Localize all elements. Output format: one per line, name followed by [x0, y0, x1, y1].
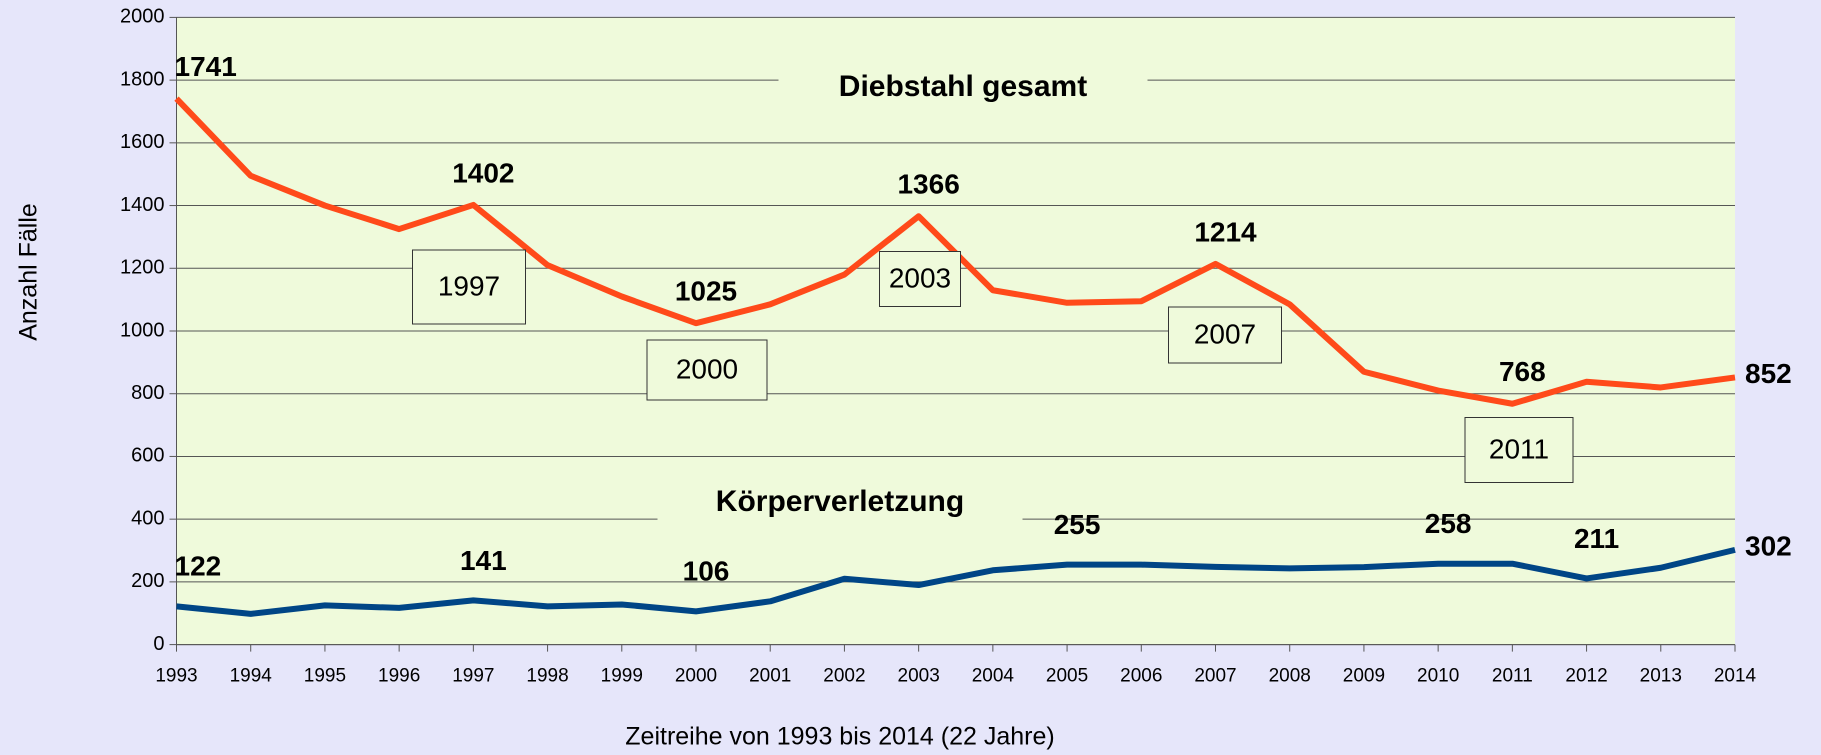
annotation-box [412, 249, 526, 325]
x-tick-label: 2014 [1714, 666, 1757, 687]
annotation-box [879, 251, 961, 307]
x-tick-label: 2002 [823, 666, 865, 687]
x-tick-label: 2012 [1565, 666, 1607, 687]
x-tick-label: 1999 [601, 666, 643, 687]
y-tick-label: 1400 [120, 194, 165, 216]
data-label: 1214 [1194, 216, 1257, 247]
annotation-box [1168, 306, 1282, 364]
y-tick-label: 0 [153, 633, 164, 655]
annotation: 2000 [676, 353, 738, 384]
data-label: 1741 [175, 51, 237, 82]
y-tick-label: 800 [131, 382, 164, 404]
x-tick-label: 2006 [1120, 666, 1162, 687]
y-axis-title: Anzahl Fälle [15, 203, 43, 341]
series-line [176, 546, 1736, 617]
x-tick-label: 2013 [1640, 666, 1682, 687]
annotation: 1997 [438, 270, 500, 301]
x-tick-label: 2001 [749, 666, 791, 687]
x-tick-label: 2009 [1343, 666, 1385, 687]
data-label: 258 [1425, 508, 1472, 539]
x-tick-label: 2005 [1046, 666, 1088, 687]
data-label: 122 [175, 551, 222, 582]
x-axis-title: Zeitreihe von 1993 bis 2014 (22 Jahre) [625, 723, 1054, 751]
annotation: 2003 [889, 262, 951, 293]
x-tick-label: 1993 [155, 666, 197, 687]
data-label: 106 [683, 556, 730, 587]
data-label: 211 [1574, 523, 1619, 554]
x-tick-label: 2000 [675, 666, 717, 687]
x-tick-label: 1998 [526, 666, 568, 687]
x-tick-label: 1995 [304, 666, 346, 687]
y-tick-label: 1800 [120, 68, 165, 90]
x-tick-label: 2004 [972, 666, 1015, 687]
series-name-bg [657, 481, 1023, 525]
series-name-bg [778, 66, 1148, 110]
data-label: 255 [1054, 509, 1101, 540]
x-tick-label: 2008 [1269, 666, 1311, 687]
annotation: 2011 [1489, 433, 1549, 464]
data-label: 768 [1499, 356, 1546, 387]
data-label: 1025 [675, 276, 737, 307]
y-tick-label: 600 [131, 445, 164, 467]
series-name: Diebstahl gesamt [839, 70, 1087, 103]
y-tick-label: 400 [131, 507, 164, 529]
y-tick-label: 1200 [120, 257, 165, 279]
y-tick-label: 1600 [120, 131, 165, 153]
x-tick-label: 1994 [230, 666, 273, 687]
annotation-box [646, 339, 768, 401]
y-tick-label: 200 [131, 570, 164, 592]
data-label: 302 [1745, 530, 1792, 561]
x-tick-label: 2011 [1492, 666, 1533, 687]
annotation-box [1464, 417, 1574, 483]
annotation: 2007 [1194, 318, 1256, 349]
x-tick-label: 2003 [898, 666, 940, 687]
data-label: 1366 [897, 169, 959, 200]
x-tick-label: 1996 [378, 666, 420, 687]
x-tick-label: 2007 [1194, 666, 1236, 687]
x-tick-label: 2010 [1417, 666, 1459, 687]
x-tick-label: 1997 [452, 666, 494, 687]
y-tick-label: 2000 [120, 6, 165, 28]
data-label: 1402 [452, 157, 514, 188]
data-label: 141 [460, 545, 507, 576]
data-label: 852 [1745, 358, 1792, 389]
series-name: Körperverletzung [716, 485, 964, 518]
y-tick-label: 1000 [120, 319, 165, 341]
